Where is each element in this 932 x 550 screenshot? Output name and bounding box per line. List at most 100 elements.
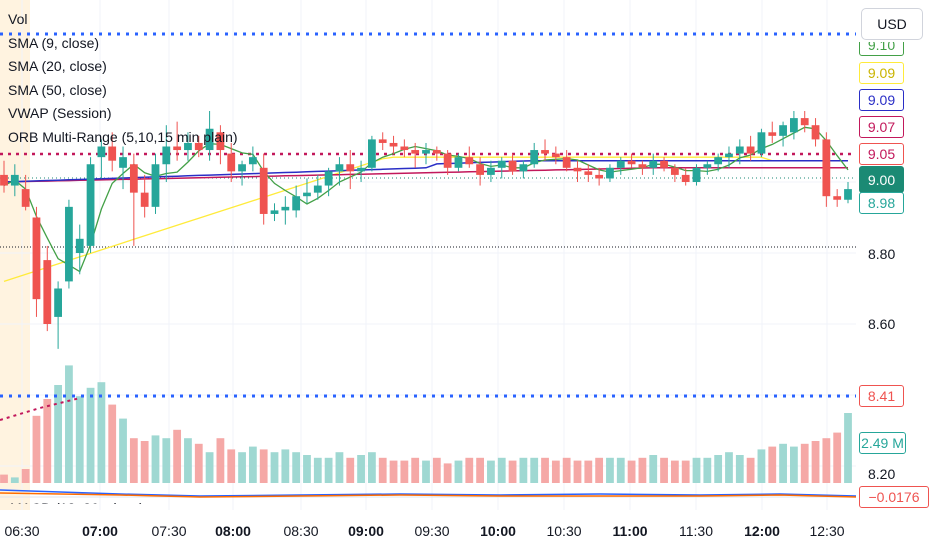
time-tick: 08:30	[283, 523, 319, 539]
candle-body	[811, 125, 820, 140]
volume-bar	[129, 438, 138, 483]
volume-bar	[551, 460, 560, 483]
volume-bar	[800, 443, 809, 483]
volume-bar	[670, 460, 679, 483]
volume-bar	[606, 457, 614, 483]
candle-body	[0, 174, 8, 186]
volume-bar	[627, 460, 636, 483]
candle-body	[346, 164, 355, 172]
volume-bar	[519, 457, 528, 483]
candle-body	[129, 164, 138, 193]
volume-bar	[346, 457, 355, 483]
candle-body	[43, 260, 52, 324]
volume-bar	[140, 441, 149, 483]
time-tick: 12:30	[809, 523, 845, 539]
candle-body	[140, 192, 149, 207]
candle-body	[205, 128, 214, 151]
candle-body	[151, 164, 160, 207]
candle-body	[422, 150, 430, 154]
legend-sma-50[interactable]: SMA (50, close)	[8, 81, 107, 98]
candle-body	[584, 171, 593, 175]
volume-bar	[703, 457, 712, 483]
volume-bar	[757, 449, 766, 483]
volume-bar	[368, 452, 376, 483]
volume-bar	[248, 446, 257, 483]
candle-body	[714, 157, 723, 165]
legend-vol[interactable]: Vol	[8, 11, 28, 27]
volume-bar	[270, 452, 279, 483]
volume-bar	[411, 457, 420, 483]
volume-bar	[562, 457, 571, 483]
price-label-green: 8.98	[859, 192, 904, 214]
volume-bar	[714, 455, 723, 483]
candle-body	[368, 139, 376, 168]
currency-button[interactable]: USD	[861, 8, 923, 40]
legend-sma-9[interactable]: SMA (9, close)	[8, 34, 100, 51]
volume-bar	[422, 460, 430, 483]
candle-body	[443, 153, 452, 168]
candle-body	[10, 174, 19, 186]
time-tick: 10:30	[546, 523, 582, 539]
candle-body	[238, 164, 246, 172]
volume-bar	[259, 449, 268, 483]
legend-orb[interactable]: ORB Multi-Range (5,10,15 min plain)	[8, 128, 238, 145]
macd-value-label: −0.0176	[859, 486, 929, 508]
volume-label: 2.49 M	[859, 432, 906, 454]
price-tick-860: 8.60	[868, 316, 896, 332]
candle-body	[476, 164, 484, 175]
time-tick: 08:00	[215, 523, 251, 539]
time-tick: 07:00	[82, 523, 118, 539]
volume-bar	[735, 455, 744, 483]
volume-bar	[833, 432, 842, 483]
volume-bar	[238, 452, 246, 483]
candle-body	[735, 146, 744, 154]
volume-bar	[0, 474, 8, 483]
candle-body	[497, 160, 506, 168]
volume-bar	[616, 457, 625, 483]
volume-bar	[746, 457, 755, 483]
candle-body	[768, 132, 777, 136]
price-label-top: 9.10	[859, 42, 904, 56]
candle-body	[324, 171, 333, 186]
candle-body	[184, 142, 192, 151]
candle-body	[119, 157, 127, 168]
volume-bar	[216, 438, 225, 483]
volume-bar	[638, 457, 647, 483]
legend-sma-20[interactable]: SMA (20, close)	[8, 58, 107, 74]
volume-bar	[173, 429, 182, 483]
candle-body	[216, 132, 225, 151]
candle-body	[692, 167, 701, 182]
macd-legend[interactable]: MACD (12, 26, close)	[10, 500, 144, 516]
candle-body	[454, 157, 463, 168]
candle-body	[194, 142, 203, 151]
candle-body	[65, 206, 73, 282]
candle-body	[508, 160, 517, 172]
candle-body	[562, 157, 571, 168]
legend-vwap[interactable]: VWAP (Session)	[8, 105, 112, 121]
candle-body	[432, 150, 441, 154]
volume-bar	[184, 438, 192, 483]
candle-body	[779, 125, 787, 136]
time-tick: 11:30	[679, 523, 713, 539]
volume-bar	[357, 455, 365, 483]
volume-bar	[119, 418, 127, 483]
candle-body	[97, 146, 106, 158]
candle-body	[844, 189, 852, 200]
volume-bar	[10, 477, 19, 483]
premarket-shading	[0, 0, 30, 510]
candle-body	[551, 153, 560, 158]
volume-bar	[292, 452, 301, 483]
candle-body	[335, 164, 344, 172]
volume-bar	[65, 365, 73, 483]
candle-body	[606, 167, 614, 179]
volume-bar	[443, 463, 452, 483]
candle-body	[660, 160, 668, 168]
candle-body	[270, 210, 279, 214]
candle-body	[400, 146, 409, 151]
candle-body	[530, 150, 539, 165]
macd-signal-line	[0, 492, 857, 498]
candle-body	[248, 157, 257, 165]
candle-body	[173, 146, 182, 151]
volume-bar	[21, 469, 30, 483]
